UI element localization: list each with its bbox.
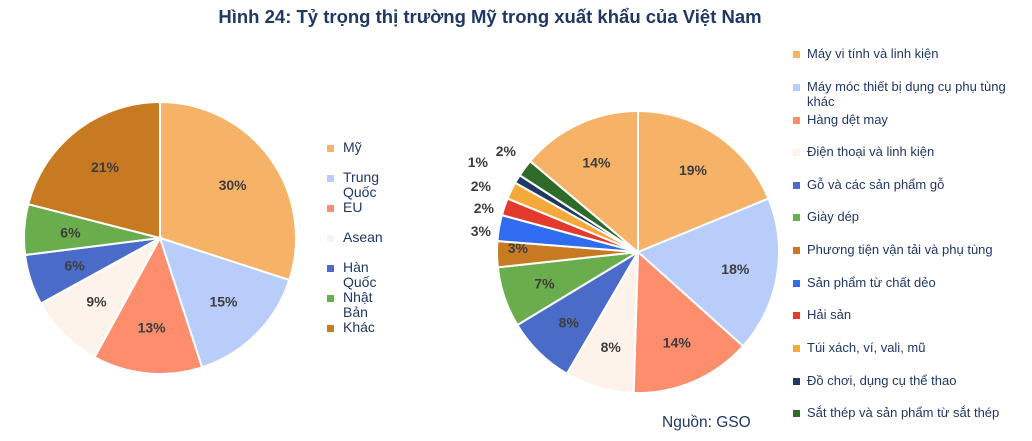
legend-label: EU	[343, 199, 363, 215]
legend-item: Trung Quốc	[327, 170, 379, 200]
pie2-data-label-12: 2%	[496, 143, 517, 159]
legend-item: Phương tiện vận tải và phụ tùng	[793, 242, 1007, 257]
legend-swatch	[327, 325, 334, 332]
legend-label: Gỗ và các sản phẩm gỗ	[807, 177, 945, 192]
legend-swatch	[327, 235, 334, 242]
pie2-data-label-3: 14%	[663, 335, 692, 351]
pie2-data-label-4: 8%	[601, 339, 622, 355]
legend-swatch	[793, 345, 800, 352]
legend-label: Phương tiện vận tải và phụ tùng	[807, 242, 993, 257]
legend-swatch	[793, 182, 800, 189]
legend-item: Hàn Quốc	[327, 260, 376, 290]
legend-swatch	[327, 175, 334, 182]
legend-label: Nhật Bản	[343, 289, 373, 320]
pie1-data-label-5: 6%	[64, 258, 85, 274]
legend-item: Giày dép	[793, 209, 1007, 224]
pie2-slice-3	[632, 249, 745, 394]
legend-label: Khác	[343, 319, 375, 335]
legend-swatch	[793, 84, 800, 91]
pie1-data-label-1: 30%	[219, 177, 248, 193]
pie2-slice-13	[528, 109, 639, 255]
legend-item: Nhật Bản	[327, 290, 373, 320]
pie-chart-2: 19%18%14%8%8%7%3%3%2%2%1%2%14%	[468, 109, 780, 394]
legend-label: Túi xách, ví, vali, mũ	[807, 340, 926, 355]
pie2-data-label-6: 7%	[534, 276, 555, 292]
legend-label: Asean	[343, 229, 383, 245]
legend-item: Hàng dệt may	[793, 112, 1007, 127]
pie1-data-label-3: 13%	[138, 319, 167, 335]
legend-item: Mỹ	[327, 140, 362, 155]
legend-swatch	[793, 117, 800, 124]
legend-item: Máy móc thiết bị dụng cụ phụ tùng khác	[793, 79, 1007, 109]
pie2-slice-2	[636, 197, 780, 348]
legend-item: Sắt thép và sản phẩm từ sắt thép	[793, 405, 1007, 420]
legend-label: Hải sản	[807, 307, 852, 322]
pie2-data-label-2: 18%	[721, 261, 750, 277]
legend-item: Asean	[327, 230, 383, 245]
legend-swatch	[793, 280, 800, 287]
legend-label: Điện thoại và linh kiện	[807, 144, 935, 159]
legend-item: Gỗ và các sản phẩm gỗ	[793, 177, 1007, 192]
source-note: Nguồn: GSO	[662, 414, 751, 431]
legend-swatch	[793, 149, 800, 156]
legend-item: Đồ chơi, dụng cụ thể thao	[793, 373, 1007, 388]
legend-label: Hàn Quốc	[343, 259, 377, 290]
legend-swatch	[327, 265, 334, 272]
pie2-data-label-10: 2%	[471, 178, 492, 194]
pie1-data-label-7: 21%	[91, 159, 120, 175]
chart-title: Hình 24: Tỷ trọng thị trường Mỹ trong xu…	[218, 6, 762, 27]
legend-swatch	[793, 214, 800, 221]
legend-swatch	[327, 205, 334, 212]
legend-label: Mỹ	[343, 139, 362, 155]
legend-item: Khác	[327, 320, 375, 335]
pie1-data-label-2: 15%	[209, 294, 238, 310]
pie2-data-label-1: 19%	[679, 162, 708, 178]
pie2-data-label-5: 8%	[559, 314, 580, 330]
legend-label: Máy vi tính và linh kiện	[807, 46, 939, 61]
legend-label: Hàng dệt may	[807, 112, 888, 127]
pie2-data-label-11: 1%	[468, 154, 489, 170]
pie-chart-1: 30% 15% 13% 9% 6% 6% 21%	[22, 100, 297, 375]
pie1-slice-7	[27, 100, 161, 240]
legend-swatch	[327, 145, 334, 152]
pie2-slice-1	[637, 109, 770, 254]
legend-swatch	[793, 51, 800, 58]
legend-label: Giày dép	[807, 209, 860, 224]
legend-item: EU	[327, 200, 362, 215]
legend-swatch	[793, 378, 800, 385]
pie1-data-label-6: 6%	[60, 224, 81, 240]
pie1-data-label-4: 9%	[86, 294, 107, 310]
legend-label: Sắt thép và sản phẩm từ sắt thép	[807, 405, 1000, 420]
pie1-slice-1	[159, 100, 297, 282]
pie2-data-label-13: 14%	[582, 155, 611, 171]
legend-label: Đồ chơi, dụng cụ thể thao	[807, 373, 957, 388]
legend-item: Hải sản	[793, 307, 1007, 322]
pie2-data-label-8: 3%	[471, 223, 492, 239]
legend-label: Máy móc thiết bị dụng cụ phụ tùng khác	[807, 79, 1006, 109]
pie1-slice-3	[93, 235, 204, 375]
legend-item: Sản phẩm từ chất dẻo	[793, 275, 1007, 290]
legend-swatch	[793, 312, 800, 319]
legend-label: Sản phẩm từ chất dẻo	[807, 275, 936, 290]
legend-item: Máy vi tính và linh kiện	[793, 46, 1007, 61]
pie2-data-label-9: 2%	[474, 200, 495, 216]
legend-swatch	[793, 410, 800, 417]
legend-item: Túi xách, ví, vali, mũ	[793, 340, 1007, 355]
legend-item: Điện thoại và linh kiện	[793, 144, 1007, 159]
legend-swatch	[327, 295, 334, 302]
legend-label: Trung Quốc	[343, 169, 380, 200]
legend-swatch	[793, 247, 800, 254]
